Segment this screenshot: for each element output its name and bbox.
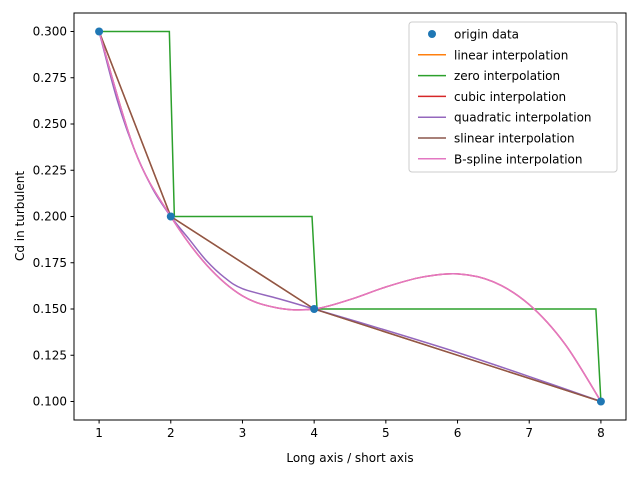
x-tick-label: 1 <box>95 426 103 440</box>
x-tick-label: 7 <box>525 426 533 440</box>
legend: origin data linear interpolation zero inte… <box>408 21 618 173</box>
x-tick-label: 6 <box>454 426 462 440</box>
y-tick-label: 0.125 <box>33 348 67 362</box>
series-line-zero-interpolation <box>99 30 602 402</box>
y-tick-label: 0.300 <box>33 25 67 39</box>
legend-marker <box>428 30 436 38</box>
legend-entry-label: B-spline interpolation <box>454 152 583 166</box>
y-tick-label: 0.175 <box>33 256 67 270</box>
legend-entry-label: slinear interpolation <box>454 132 575 146</box>
data-point <box>166 212 175 221</box>
x-tick-label: 8 <box>597 426 605 440</box>
data-point <box>310 305 319 313</box>
legend-entry-label: quadratic interpolation <box>454 111 592 125</box>
y-tick-label: 0.275 <box>33 71 67 85</box>
x-axis-ticks: 1 2 3 4 5 6 7 8 <box>95 420 605 440</box>
data-point <box>95 27 104 36</box>
y-axis-label: Cd in turbulent <box>13 171 27 261</box>
y-axis-ticks: 0.100 0.125 0.150 0.175 0.200 0.225 0.250 0.275… <box>33 25 74 409</box>
x-tick-label: 4 <box>310 426 318 440</box>
legend-entry-label: linear interpolation <box>454 48 568 62</box>
y-tick-label: 0.200 <box>33 210 67 224</box>
x-tick-label: 5 <box>382 426 390 440</box>
legend-entry-label: origin data <box>454 28 519 42</box>
y-tick-label: 0.100 <box>33 395 67 409</box>
x-tick-label: 3 <box>239 426 247 440</box>
y-tick-label: 0.150 <box>33 302 67 316</box>
data-point <box>596 397 605 406</box>
series-line-slinear-interpolation <box>98 31 602 403</box>
series-layer <box>95 27 605 406</box>
legend-entry-label: zero interpolation <box>454 69 560 83</box>
x-tick-label: 2 <box>167 426 175 440</box>
y-tick-label: 0.225 <box>33 163 67 177</box>
y-tick-label: 0.250 <box>33 117 67 131</box>
legend-box <box>408 21 618 173</box>
legend-entry-label: cubic interpolation <box>454 90 566 104</box>
x-axis-label: Long axis / short axis <box>286 451 413 465</box>
